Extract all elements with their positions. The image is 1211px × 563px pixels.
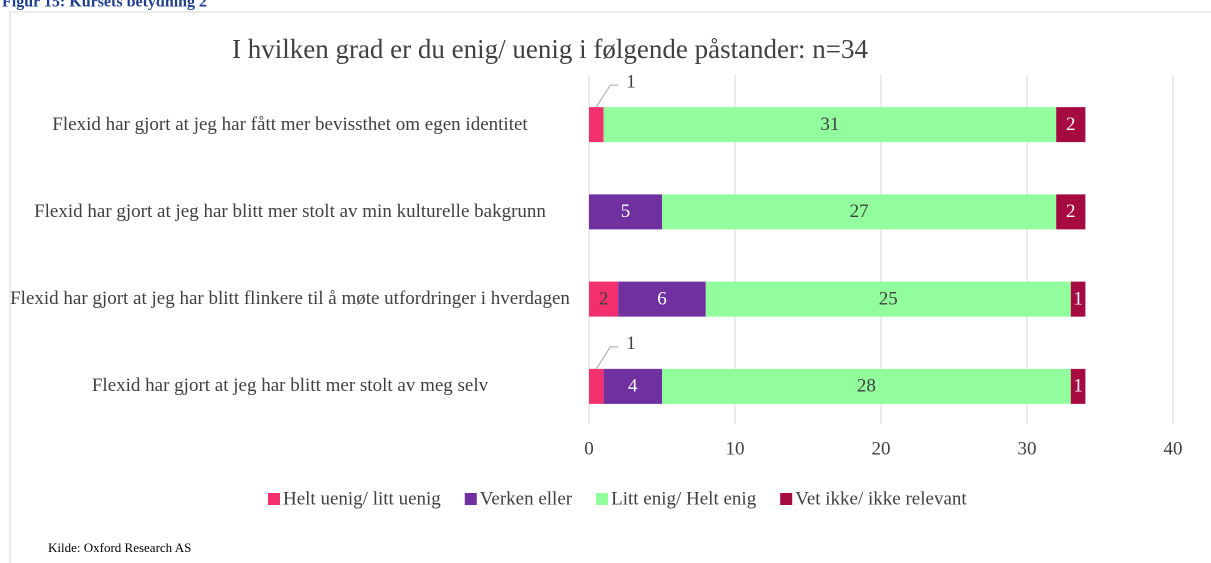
data-label: 2 (1066, 201, 1076, 222)
data-label: 5 (621, 201, 631, 222)
x-tick-label: 10 (726, 438, 745, 459)
data-label: 2 (1066, 114, 1076, 135)
data-label: 1 (626, 333, 636, 354)
leader-line (595, 84, 619, 108)
category-label: Flexid har gjort at jeg har fått mer bev… (52, 113, 528, 135)
frame (9, 11, 1211, 563)
data-label: 4 (628, 376, 638, 397)
data-label: 28 (857, 376, 876, 397)
data-label: 25 (879, 288, 898, 309)
bar-segment (1070, 281, 1086, 317)
legend-swatch (268, 493, 280, 505)
data-label: 6 (657, 288, 667, 309)
bar-segment (705, 281, 1071, 317)
bar-segment (589, 281, 619, 317)
x-tick-label: 30 (1018, 438, 1037, 459)
figure-header: Figur 15: Kursets betydning 2 (2, 0, 207, 11)
bar-segment (589, 194, 662, 230)
legend-label: Helt uenig/ litt uenig (283, 488, 441, 509)
legend-swatch (464, 493, 477, 505)
leader-line (595, 346, 619, 370)
bar-segment (603, 107, 1057, 143)
x-tick-label: 0 (584, 438, 594, 459)
legend-label: Verken eller (480, 488, 573, 509)
bar-segment (662, 368, 1071, 404)
chart-title: I hvilken grad er du enig/ uenig i følge… (232, 34, 869, 64)
legend-swatch (596, 493, 609, 505)
bar-segment (589, 107, 604, 143)
bar-segment (1056, 194, 1086, 230)
legend-label: Litt enig/ Helt enig (611, 488, 757, 509)
bar-segment (618, 281, 706, 317)
bar-segment (662, 194, 1057, 230)
data-label: 2 (599, 288, 609, 309)
bar-segment (1056, 107, 1086, 143)
x-tick-label: 20 (872, 438, 891, 459)
source: Kilde: Oxford Research AS (48, 540, 191, 555)
data-label: 1 (626, 71, 636, 92)
bar-segment (1070, 368, 1086, 404)
bar-segment (589, 368, 604, 404)
bar-segment (603, 368, 662, 404)
category-label: Flexid har gjort at jeg har blitt flinke… (10, 288, 570, 310)
data-label: 1 (1073, 288, 1083, 309)
category-label: Flexid har gjort at jeg har blitt mer st… (91, 375, 489, 397)
legend-label: Vet ikke/ ikke relevant (795, 488, 967, 509)
category-label: Flexid har gjort at jeg har blitt mer st… (34, 200, 546, 222)
data-label: 1 (1073, 376, 1083, 397)
data-label: 31 (820, 114, 839, 135)
x-tick-label: 40 (1164, 438, 1183, 459)
data-label: 27 (850, 201, 869, 222)
legend-swatch (780, 493, 793, 505)
